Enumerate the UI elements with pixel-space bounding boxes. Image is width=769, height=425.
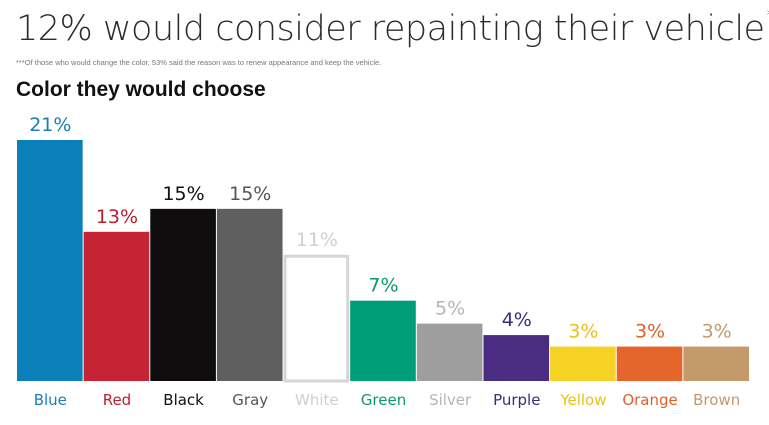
category-label-purple: Purple [493,391,540,409]
category-label-white: White [295,391,339,409]
bar-red [83,231,150,381]
bar-blue [17,140,83,381]
bar-black [150,208,216,381]
value-label-blue: 21% [29,114,71,136]
value-label-gray: 15% [229,183,271,205]
title-text: 12% would consider repainting their vehi… [16,9,765,49]
value-label-orange: 3% [635,321,665,343]
bar-purple [483,335,550,381]
value-label-brown: 3% [702,321,732,343]
bar-gray [216,208,283,381]
category-label-green: Green [361,391,406,409]
footnote: ***Of those who would change the color, … [16,58,382,67]
value-label-purple: 4% [502,309,532,331]
value-label-green: 7% [368,275,398,297]
category-label-orange: Orange [622,391,677,409]
value-label-red: 13% [96,206,138,228]
bar-silver [416,323,483,381]
category-label-red: Red [103,391,132,409]
bar-white [283,254,350,383]
category-label-black: Black [163,391,204,409]
bar-yellow [550,346,616,381]
value-label-black: 15% [162,183,204,205]
bar-orange [616,346,683,381]
page-title: 12% would consider repainting their vehi… [16,6,769,49]
category-label-silver: Silver [429,391,472,409]
value-label-silver: 5% [435,298,465,320]
chart-title: Color they would choose [16,78,266,101]
category-label-gray: Gray [232,391,268,409]
value-label-yellow: 3% [568,321,598,343]
title-footnote-marker: *** [767,6,769,24]
category-label-blue: Blue [34,391,67,409]
value-label-white: 11% [296,229,338,251]
category-label-brown: Brown [693,391,740,409]
bar-brown [683,346,749,381]
category-label-yellow: Yellow [559,391,606,409]
bar-green [350,300,416,381]
